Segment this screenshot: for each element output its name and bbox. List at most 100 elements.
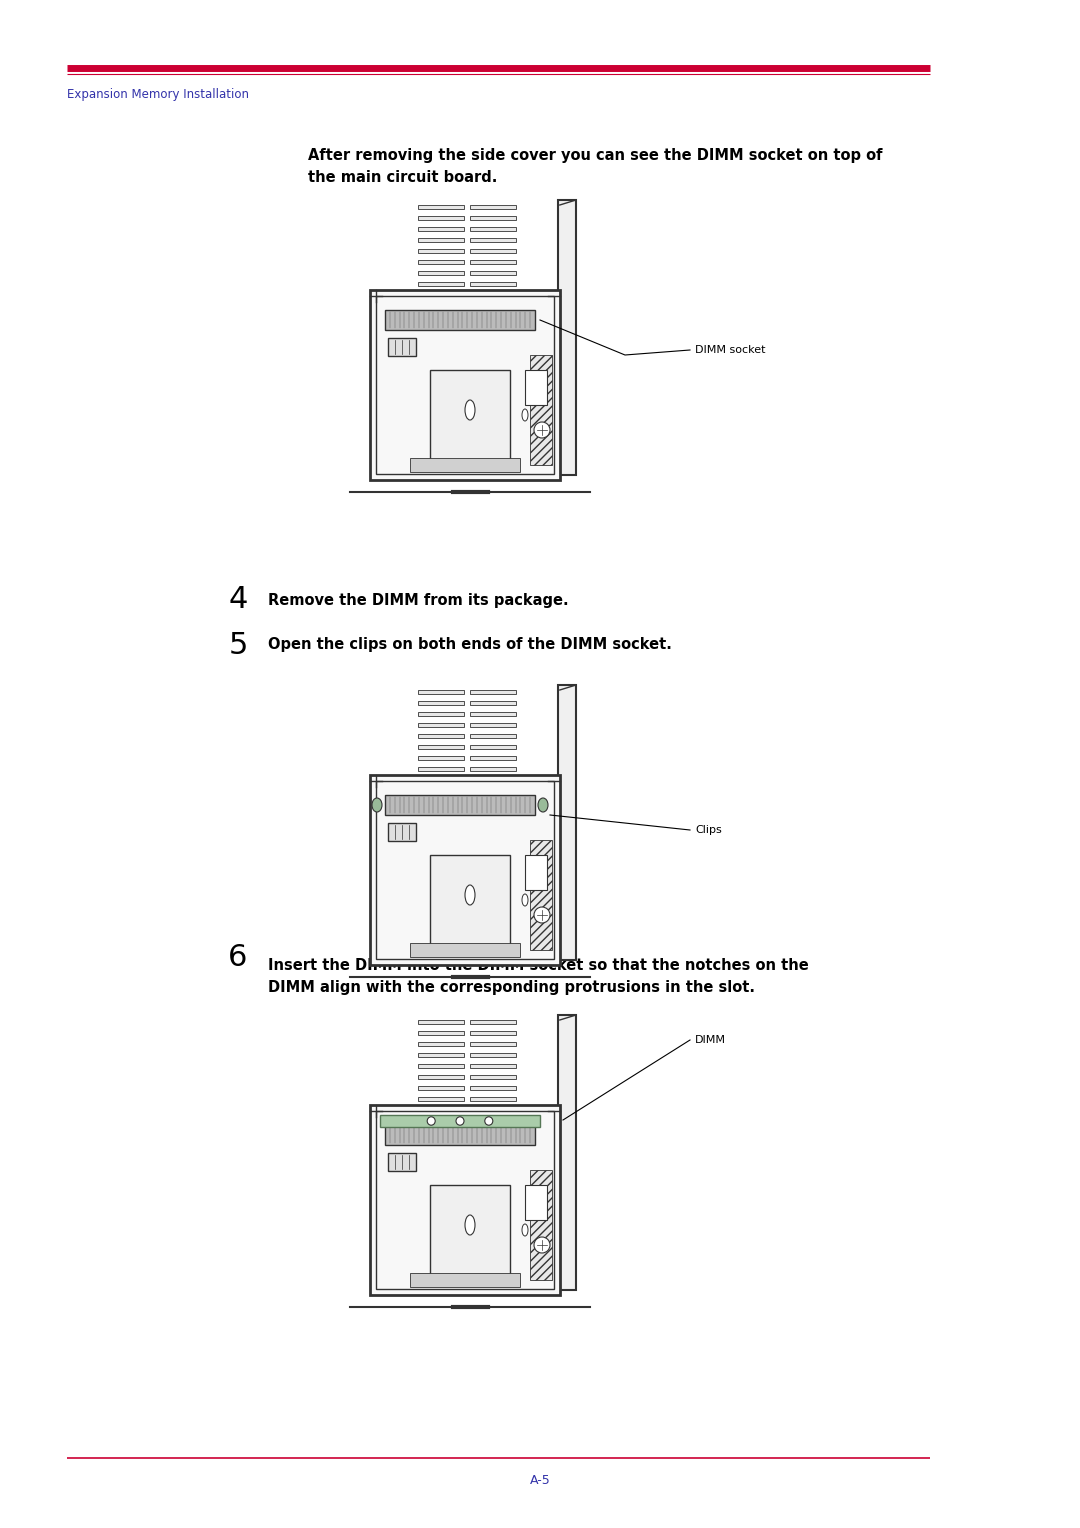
Bar	[418, 778, 464, 782]
Ellipse shape	[522, 1224, 528, 1236]
Bar	[418, 270, 464, 275]
Bar	[470, 691, 516, 694]
Text: Insert the DIMM into the DIMM socket so that the notches on the: Insert the DIMM into the DIMM socket so …	[268, 958, 809, 973]
Text: 6: 6	[228, 943, 247, 972]
Bar	[418, 1131, 464, 1134]
Bar	[418, 315, 464, 319]
Circle shape	[534, 422, 550, 439]
Bar	[470, 1118, 516, 1123]
Bar	[418, 215, 464, 220]
Bar	[418, 249, 464, 254]
Bar	[470, 1086, 516, 1089]
Ellipse shape	[456, 1117, 464, 1125]
Bar	[470, 270, 516, 275]
Bar	[410, 943, 519, 957]
Bar	[470, 801, 516, 804]
Text: DIMM align with the corresponding protrusions in the slot.: DIMM align with the corresponding protru…	[268, 979, 755, 995]
Bar	[418, 1076, 464, 1079]
Bar	[418, 228, 464, 231]
Bar	[470, 315, 516, 319]
Bar	[418, 1042, 464, 1047]
Bar	[470, 215, 516, 220]
Bar	[525, 370, 546, 405]
Bar	[418, 756, 464, 759]
Text: Remove the DIMM from its package.: Remove the DIMM from its package.	[268, 593, 569, 608]
Bar	[388, 338, 416, 356]
Bar	[370, 1105, 561, 1296]
Text: Clips: Clips	[696, 825, 721, 834]
Bar	[470, 1131, 516, 1134]
Bar	[430, 1186, 510, 1274]
Bar	[470, 1108, 516, 1112]
Ellipse shape	[372, 798, 382, 811]
Bar	[470, 304, 516, 309]
Bar	[418, 723, 464, 727]
Bar	[470, 283, 516, 286]
Text: 4: 4	[228, 585, 247, 614]
Bar	[410, 458, 519, 472]
Bar	[370, 775, 561, 966]
Bar	[418, 746, 464, 749]
Bar	[418, 293, 464, 296]
Bar	[470, 1031, 516, 1034]
Ellipse shape	[465, 400, 475, 420]
Bar	[418, 238, 464, 241]
Bar	[418, 205, 464, 209]
Bar	[470, 1053, 516, 1057]
Bar	[470, 701, 516, 704]
Bar	[558, 685, 576, 960]
Bar	[418, 733, 464, 738]
Bar	[530, 354, 552, 465]
Bar	[418, 304, 464, 309]
Bar	[470, 260, 516, 264]
Bar	[418, 1021, 464, 1024]
Text: DIMM: DIMM	[696, 1034, 726, 1045]
Bar	[418, 1118, 464, 1123]
Bar	[410, 1273, 519, 1287]
Bar	[384, 310, 535, 330]
Bar	[418, 1086, 464, 1089]
Bar	[418, 260, 464, 264]
Bar	[384, 1125, 535, 1144]
Bar	[530, 1170, 552, 1280]
Text: Expansion Memory Installation: Expansion Memory Installation	[67, 89, 249, 101]
Bar	[470, 293, 516, 296]
Circle shape	[534, 1238, 550, 1253]
Bar	[558, 1015, 576, 1290]
Bar	[418, 1053, 464, 1057]
Ellipse shape	[522, 894, 528, 906]
Bar	[525, 856, 546, 889]
Bar	[418, 801, 464, 804]
Bar	[470, 1021, 516, 1024]
Text: 5: 5	[228, 631, 247, 660]
Bar	[376, 1111, 554, 1290]
Bar	[470, 746, 516, 749]
Ellipse shape	[465, 1215, 475, 1235]
Bar	[388, 1154, 416, 1170]
Bar	[470, 723, 516, 727]
Ellipse shape	[522, 410, 528, 422]
Circle shape	[534, 908, 550, 923]
Bar	[470, 1042, 516, 1047]
Bar	[418, 701, 464, 704]
Bar	[470, 756, 516, 759]
Bar	[470, 1076, 516, 1079]
Bar	[470, 788, 516, 793]
Bar	[470, 1097, 516, 1102]
Text: A-5: A-5	[529, 1473, 551, 1487]
Bar	[418, 1108, 464, 1112]
Bar	[418, 283, 464, 286]
Bar	[418, 1097, 464, 1102]
Bar	[376, 781, 554, 960]
Text: After removing the side cover you can see the DIMM socket on top of: After removing the side cover you can se…	[308, 148, 882, 163]
Bar	[470, 238, 516, 241]
Text: DIMM socket: DIMM socket	[696, 345, 766, 354]
Bar	[470, 733, 516, 738]
Bar	[470, 228, 516, 231]
Text: Open the clips on both ends of the DIMM socket.: Open the clips on both ends of the DIMM …	[268, 637, 672, 652]
Bar	[470, 249, 516, 254]
Bar	[430, 370, 510, 460]
Ellipse shape	[485, 1117, 492, 1125]
Ellipse shape	[428, 1117, 435, 1125]
Bar	[470, 712, 516, 717]
